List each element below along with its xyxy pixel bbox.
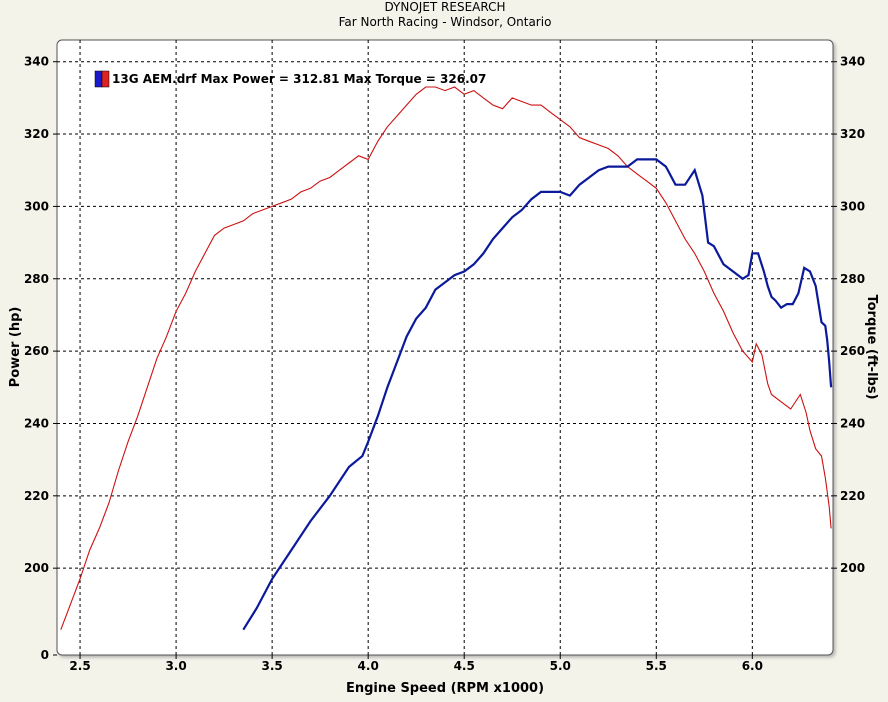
- power-series-line: [242, 158, 833, 631]
- left-axis-ticks: 0 200 220 240 260 280 300 320 340: [24, 55, 57, 662]
- x-tick-label: 2.5: [69, 659, 90, 673]
- plot-area: [56, 39, 834, 656]
- x-tick-label: 4.0: [358, 659, 379, 673]
- right-tick-label: 280: [840, 272, 865, 286]
- right-tick-label: 320: [840, 127, 865, 141]
- x-tick-label: 3.5: [261, 659, 282, 673]
- left-tick-label: 320: [24, 127, 49, 141]
- x-axis-ticks: 2.5 3.0 3.5 4.0 4.5 5.0 5.5 6.0: [69, 655, 763, 673]
- x-axis-label: Engine Speed (RPM x1000): [346, 681, 544, 696]
- left-tick-label: 260: [24, 344, 49, 358]
- right-tick-label: 300: [840, 199, 865, 213]
- right-tick-label: 220: [840, 489, 865, 503]
- left-tick-label: 280: [24, 272, 49, 286]
- x-tick-label: 4.5: [454, 659, 475, 673]
- x-tick-label: 3.0: [165, 659, 186, 673]
- chart-subtitle: Far North Racing - Windsor, Ontario: [339, 15, 552, 29]
- chart-title: DYNOJET RESEARCH: [384, 0, 505, 14]
- x-tick-label: 5.5: [646, 659, 667, 673]
- legend-text: 13G AEM.drf Max Power = 312.81 Max Torqu…: [112, 72, 486, 86]
- legend-swatch-power: [94, 70, 103, 88]
- x-tick-label: 6.0: [742, 659, 763, 673]
- legend: 13G AEM.drf Max Power = 312.81 Max Torqu…: [94, 70, 486, 88]
- right-tick-label: 200: [840, 561, 865, 575]
- right-tick-label: 240: [840, 416, 865, 430]
- x-tick-label: 5.0: [550, 659, 571, 673]
- left-tick-label: 340: [24, 55, 49, 69]
- right-axis-ticks: 200 220 240 260 280 300 320 340: [833, 55, 865, 575]
- y-axis-label-right: Torque (ft-lbs): [864, 294, 879, 399]
- y-axis-label-left: Power (hp): [8, 307, 23, 388]
- grid: [57, 40, 833, 655]
- legend-swatch-torque: [101, 70, 110, 88]
- left-tick-label: 220: [24, 489, 49, 503]
- left-tick-label: 200: [24, 561, 49, 575]
- right-tick-label: 340: [840, 55, 865, 69]
- right-tick-label: 260: [840, 344, 865, 358]
- left-tick-label: 0: [41, 648, 49, 662]
- left-tick-label: 240: [24, 416, 49, 430]
- torque-series-line: [60, 86, 832, 630]
- left-tick-label: 300: [24, 199, 49, 213]
